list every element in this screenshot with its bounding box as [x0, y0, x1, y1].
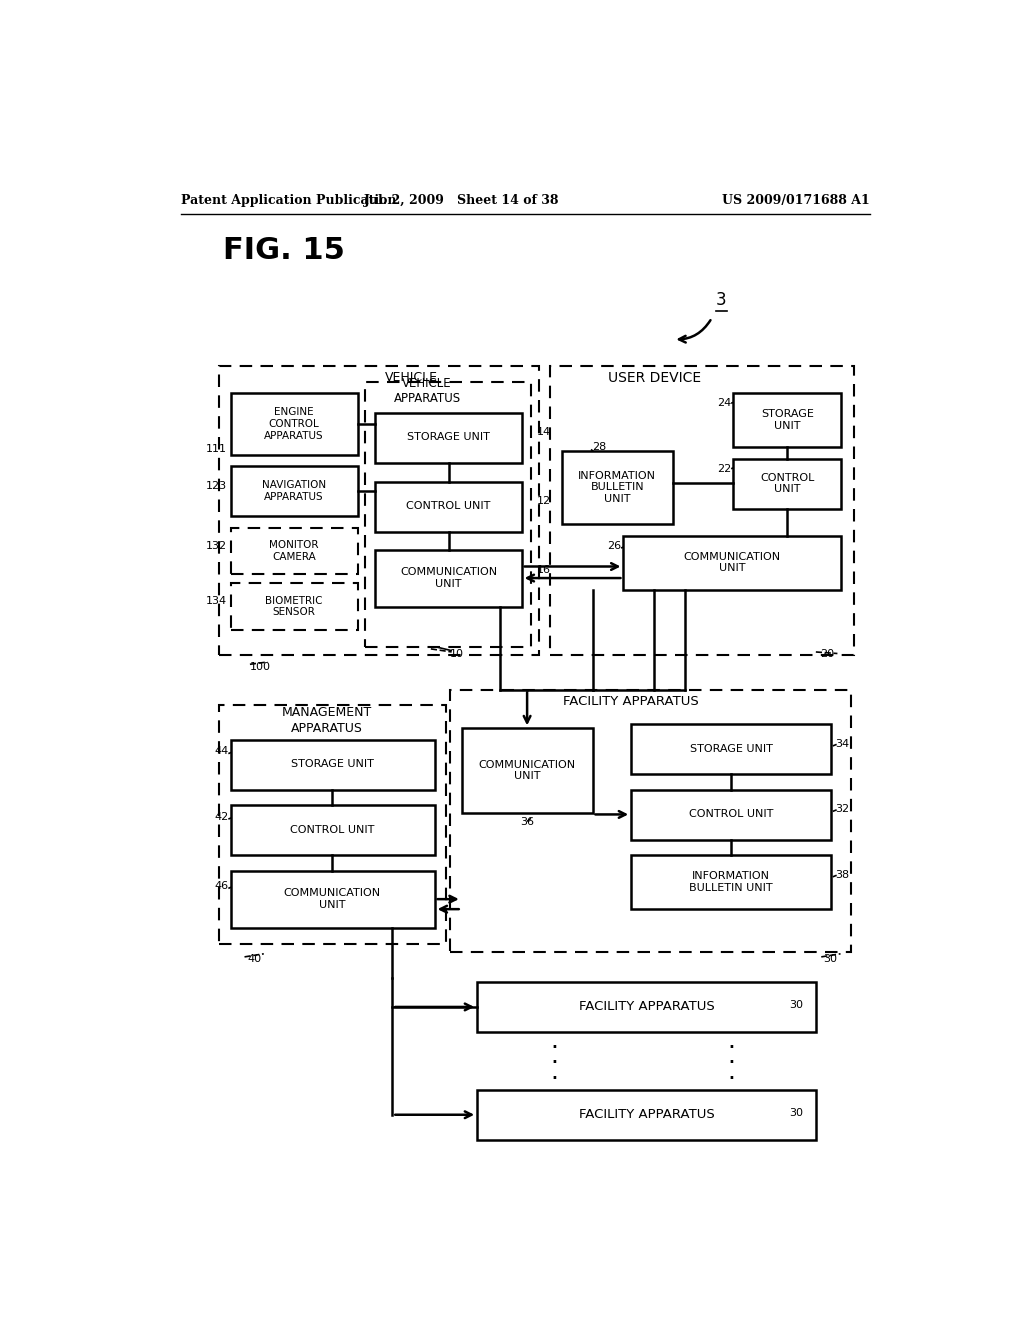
- Bar: [562, 451, 674, 524]
- Text: ·: ·: [550, 1051, 558, 1076]
- Text: 44: 44: [214, 746, 228, 756]
- Text: COMMUNICATION
UNIT: COMMUNICATION UNIT: [478, 760, 575, 781]
- Text: INFORMATION
BULLETIN
UNIT: INFORMATION BULLETIN UNIT: [579, 471, 656, 504]
- Text: INFORMATION
BULLETIN UNIT: INFORMATION BULLETIN UNIT: [689, 871, 773, 894]
- Text: CONTROL UNIT: CONTROL UNIT: [407, 502, 490, 511]
- Text: ENGINE
CONTROL
APPARATUS: ENGINE CONTROL APPARATUS: [264, 408, 324, 441]
- Text: 30: 30: [788, 1109, 803, 1118]
- Text: 111: 111: [206, 445, 226, 454]
- Text: 22: 22: [717, 463, 731, 474]
- Text: ·: ·: [550, 1036, 558, 1060]
- Text: MANAGEMENT
APPARATUS: MANAGEMENT APPARATUS: [282, 706, 372, 734]
- Text: CONTROL
UNIT: CONTROL UNIT: [760, 473, 814, 494]
- Bar: [550, 367, 854, 655]
- Text: 14: 14: [538, 426, 551, 437]
- Bar: [366, 381, 531, 647]
- Text: COMMUNICATION
UNIT: COMMUNICATION UNIT: [683, 552, 780, 573]
- Text: NAVIGATION
APPARATUS: NAVIGATION APPARATUS: [262, 480, 326, 502]
- Text: CONTROL UNIT: CONTROL UNIT: [689, 809, 773, 820]
- Text: 32: 32: [836, 804, 849, 814]
- Text: ·: ·: [727, 1051, 735, 1076]
- Text: ·: ·: [550, 1067, 558, 1090]
- Text: FACILITY APPARATUS: FACILITY APPARATUS: [579, 1109, 715, 1121]
- Bar: [462, 729, 593, 813]
- Text: COMMUNICATION
UNIT: COMMUNICATION UNIT: [400, 568, 497, 589]
- Text: STORAGE
UNIT: STORAGE UNIT: [761, 409, 814, 432]
- Text: 20: 20: [819, 648, 834, 659]
- Text: 28: 28: [593, 442, 607, 453]
- Text: 123: 123: [206, 480, 226, 491]
- Bar: [219, 705, 446, 944]
- Bar: [631, 789, 831, 840]
- Text: ·: ·: [727, 1067, 735, 1090]
- Text: BIOMETRIC
SENSOR: BIOMETRIC SENSOR: [265, 595, 323, 618]
- Text: 10: 10: [451, 648, 464, 659]
- Bar: [477, 1090, 816, 1140]
- Text: ·: ·: [727, 1036, 735, 1060]
- Text: FACILITY APPARATUS: FACILITY APPARATUS: [563, 694, 699, 708]
- Bar: [631, 855, 831, 909]
- Text: 36: 36: [520, 817, 535, 828]
- Text: 3: 3: [716, 290, 726, 309]
- Text: US 2009/0171688 A1: US 2009/0171688 A1: [722, 194, 869, 207]
- Text: 34: 34: [836, 739, 849, 748]
- Text: COMMUNICATION
UNIT: COMMUNICATION UNIT: [284, 888, 381, 909]
- Text: VEHICLE
APPARATUS: VEHICLE APPARATUS: [393, 378, 461, 405]
- Text: 134: 134: [206, 597, 226, 606]
- Text: 30: 30: [788, 1001, 803, 1010]
- Text: 38: 38: [836, 870, 849, 879]
- Text: FIG. 15: FIG. 15: [223, 236, 345, 265]
- Bar: [230, 805, 435, 855]
- Bar: [230, 528, 357, 574]
- Text: FACILITY APPARATUS: FACILITY APPARATUS: [579, 1001, 715, 1014]
- Bar: [230, 393, 357, 455]
- Text: STORAGE UNIT: STORAGE UNIT: [408, 432, 490, 442]
- Bar: [376, 413, 521, 462]
- Text: 132: 132: [206, 541, 226, 550]
- Bar: [376, 482, 521, 532]
- Bar: [230, 583, 357, 630]
- Bar: [230, 466, 357, 516]
- Bar: [219, 367, 539, 655]
- Bar: [451, 689, 851, 952]
- Bar: [624, 536, 842, 590]
- Bar: [631, 725, 831, 775]
- Text: 16: 16: [538, 565, 551, 576]
- Text: 12: 12: [538, 496, 551, 506]
- Bar: [230, 871, 435, 928]
- Text: 24: 24: [717, 399, 731, 408]
- Text: 46: 46: [214, 880, 228, 891]
- Bar: [230, 739, 435, 789]
- Text: CONTROL UNIT: CONTROL UNIT: [290, 825, 375, 834]
- Text: MONITOR
CAMERA: MONITOR CAMERA: [269, 540, 318, 562]
- Bar: [376, 549, 521, 607]
- Text: 100: 100: [250, 661, 271, 672]
- Text: 30: 30: [823, 954, 838, 964]
- Bar: [477, 982, 816, 1032]
- Text: 40: 40: [248, 954, 262, 964]
- Text: VEHICLE: VEHICLE: [385, 371, 438, 384]
- Bar: [733, 393, 842, 447]
- Text: 42: 42: [214, 812, 228, 822]
- Text: 26: 26: [607, 541, 621, 550]
- Text: STORAGE UNIT: STORAGE UNIT: [291, 759, 374, 770]
- Text: USER DEVICE: USER DEVICE: [607, 371, 700, 385]
- Bar: [733, 459, 842, 508]
- Text: Jul. 2, 2009   Sheet 14 of 38: Jul. 2, 2009 Sheet 14 of 38: [364, 194, 559, 207]
- Text: STORAGE UNIT: STORAGE UNIT: [690, 744, 772, 754]
- Text: Patent Application Publication: Patent Application Publication: [180, 194, 396, 207]
